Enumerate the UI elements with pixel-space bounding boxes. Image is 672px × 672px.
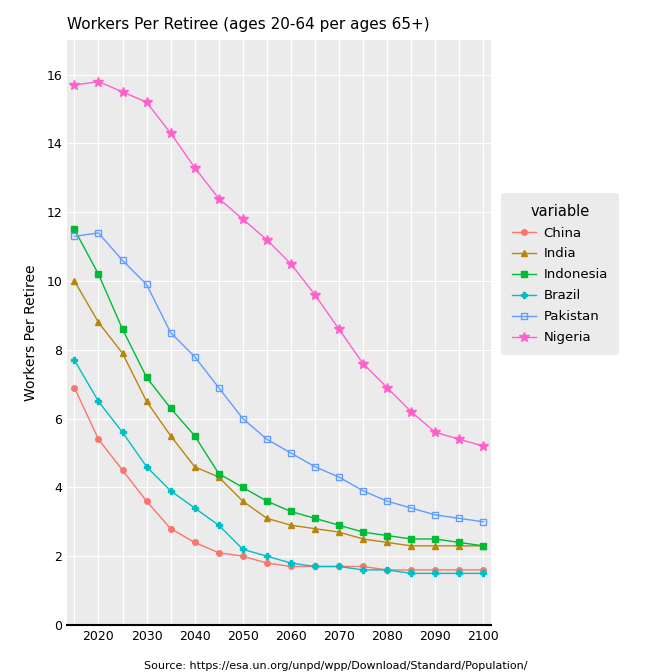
Legend: China, India, Indonesia, Brazil, Pakistan, Nigeria: China, India, Indonesia, Brazil, Pakista… xyxy=(501,193,618,355)
Text: Source: https://esa.un.org/unpd/wpp/Download/Standard/Population/: Source: https://esa.un.org/unpd/wpp/Down… xyxy=(144,661,528,671)
Text: Workers Per Retiree (ages 20-64 per ages 65+): Workers Per Retiree (ages 20-64 per ages… xyxy=(67,17,430,32)
Y-axis label: Workers Per Retiree: Workers Per Retiree xyxy=(24,264,38,401)
